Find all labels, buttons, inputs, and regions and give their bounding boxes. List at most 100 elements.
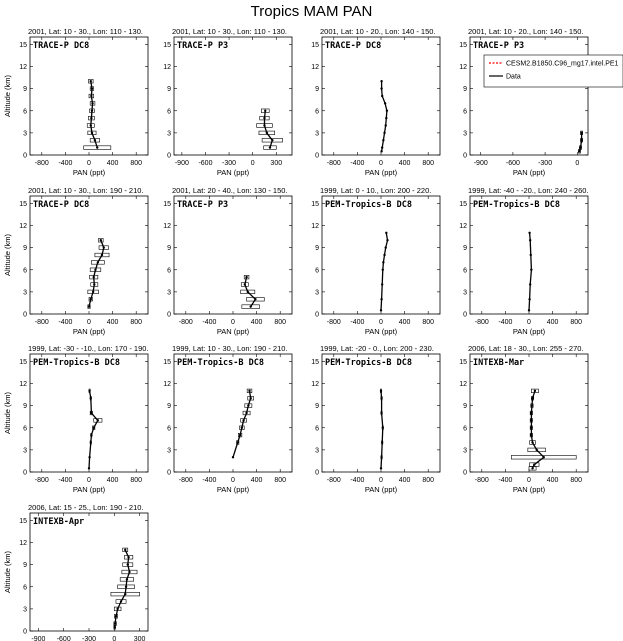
error-bar [259,116,270,121]
data-point [90,109,94,112]
data-point [92,275,95,279]
data-point [380,87,383,90]
x-axis-label: PAN (ppt) [513,327,546,336]
data-point [89,80,92,83]
data-point [88,389,91,393]
panel-6: 2001, Lat: 20 - 40., Lon: 130 - 150. TRAC… [163,186,293,336]
data-line [114,549,131,628]
data-point [116,607,119,611]
error-bar [241,304,260,309]
y-tick-label: 0 [167,153,171,160]
data-point [87,305,91,308]
y-tick-label: 0 [463,470,467,477]
data-point [384,124,387,127]
panel-1: 2001, Lat: 10 - 30., Lon: 110 - 130. TRAC… [3,27,149,177]
x-axis-label: PAN (ppt) [73,485,106,494]
error-bar [88,116,95,121]
x-tick-label: 400 [547,477,559,484]
data-point [254,298,257,301]
x-tick-label: 0 [527,477,531,484]
y-tick-label: 15 [459,201,467,208]
x-tick-label: -400 [350,160,364,167]
error-bar [89,86,95,91]
data-point [533,389,537,393]
x-tick-label: -300 [82,636,96,641]
y-tick-label: 3 [167,447,171,454]
error-bar [124,555,134,560]
error-bar [88,297,93,302]
y-tick-label: 6 [315,267,319,274]
error-bar [240,289,256,294]
x-tick-label: 0 [527,319,531,326]
panel-header: 2001, Lat: 10 - 20., Lon: 140 - 150. [468,27,584,36]
data-point [89,298,92,301]
data-point [91,290,95,294]
data-point [249,305,252,308]
x-tick-label: 0 [379,477,383,484]
y-tick-label: 9 [23,86,27,93]
x-tick-label: 0 [231,319,235,326]
error-bar [256,123,273,128]
data-point [89,124,92,127]
x-axis-label: PAN (ppt) [513,168,546,177]
data-point [268,146,272,149]
y-tick-label: 12 [163,64,171,71]
x-tick-label: -400 [498,477,512,484]
data-point [265,131,269,135]
data-point [383,131,386,135]
panel-title: PEM-Tropics-B DC8 [325,199,412,210]
data-point [580,131,583,135]
y-axis-label: Altitude (km) [3,550,12,593]
y-tick-label: 9 [167,403,171,410]
x-tick-label: -400 [498,319,512,326]
y-tick-label: 3 [315,289,319,296]
data-point [530,404,534,407]
panel-header: 2001, Lat: 10 - 30., Lon: 110 - 130. [172,27,287,36]
legend-box [483,54,623,88]
data-point [263,116,266,120]
x-tick-label: 0 [379,160,383,167]
x-axis-label: PAN (ppt) [365,327,398,336]
data-point [231,456,235,459]
x-tick-label: -300 [538,160,552,167]
panel-header: 1999, Lat: -20 - 0., Lon: 200 - 230. [320,344,434,353]
data-point [528,298,531,301]
y-tick-label: 12 [19,64,27,71]
y-tick-label: 15 [311,42,319,49]
y-tick-label: 9 [463,86,467,93]
y-tick-label: 9 [315,403,319,410]
data-point [113,626,116,629]
panel-header: 1999, Lat: -30 - -10., Lon: 170 - 190. [28,344,149,353]
error-bar [115,599,127,604]
plot-frame [29,195,149,315]
data-point [92,426,95,429]
data-point [528,231,531,235]
x-tick-label: 800 [422,160,434,167]
error-bar [91,260,105,265]
y-tick-label: 6 [23,267,27,274]
data-point [245,411,248,415]
x-tick-label: 0 [87,160,91,167]
y-tick-label: 6 [167,425,171,432]
x-axis-label: PAN (ppt) [217,327,250,336]
data-point [114,615,118,618]
error-bar [90,282,99,287]
data-point [113,622,117,625]
panel-8: 1999, Lat: -40 - -20., Lon: 240 - 260. PE… [459,186,588,336]
x-tick-label: -900 [175,160,189,167]
data-point [90,411,93,415]
data-point [580,139,583,142]
data-point [530,419,533,422]
x-tick-label: 0 [87,477,91,484]
data-point [535,448,538,452]
data-point [90,116,93,120]
data-point [96,146,99,149]
data-point [245,275,248,279]
error-bar [89,267,102,272]
y-tick-label: 15 [163,201,171,208]
y-tick-label: 6 [463,108,467,115]
data-point [90,433,93,437]
panel-title: PEM-Tropics-B DC8 [325,357,412,368]
x-tick-label: 400 [251,477,263,484]
y-tick-label: 3 [167,130,171,137]
